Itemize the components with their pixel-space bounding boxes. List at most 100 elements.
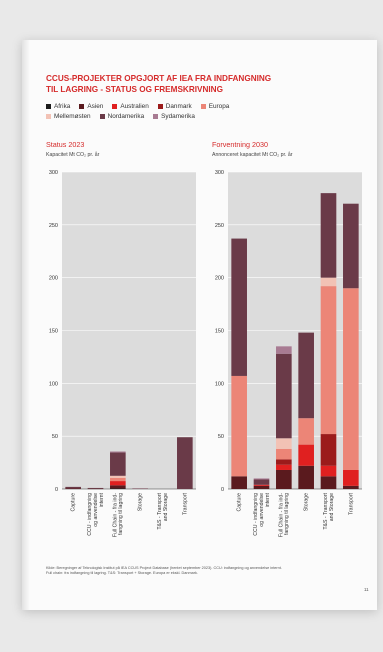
- footnote: Kilde: Beregninger af Teknologisk Instit…: [46, 566, 356, 576]
- bar-segment: [253, 478, 270, 480]
- legend-item: Sydamerika: [153, 113, 195, 120]
- bar-segment: [298, 332, 314, 419]
- bar-segment: [320, 286, 337, 435]
- y-tick-label: 300: [215, 170, 224, 176]
- bar-segment: [132, 488, 148, 489]
- panel-ylabel-status: Kapacitet Mt CO₂ pr. år: [46, 152, 100, 158]
- y-tick-label: 250: [49, 223, 58, 229]
- bar-segment: [177, 437, 193, 489]
- bar-segment: [276, 469, 292, 489]
- legend-label: Sydamerika: [161, 112, 195, 120]
- x-tick-label: CCU - indfangning: [253, 493, 259, 536]
- bar-segment: [343, 485, 359, 489]
- x-tick-label: Storage: [304, 493, 310, 511]
- y-tick-label: 250: [215, 223, 224, 229]
- x-tick-label: Full Chain - fra ind-: [112, 493, 118, 537]
- legend-item: Australien: [112, 102, 149, 110]
- x-tick-label: Full Chain - fra ind-: [278, 493, 284, 537]
- legend-swatch: [153, 113, 159, 119]
- bar-segment: [320, 465, 337, 477]
- panel-title-status: Status 2023: [46, 140, 85, 149]
- x-tick-label: CCU - indfangning: [87, 493, 93, 536]
- legend-label: Danmark: [165, 102, 192, 110]
- bar-segment: [320, 193, 337, 278]
- y-tick-label: 0: [221, 487, 224, 493]
- legend-item: Europa: [200, 102, 230, 110]
- bar-segment: [110, 477, 126, 482]
- legend-item: Mellemøsten: [46, 113, 91, 120]
- legend-swatch: [99, 113, 105, 119]
- bar-segment: [110, 481, 126, 486]
- bar-segment: [110, 488, 126, 489]
- bar-segment: [253, 479, 270, 485]
- panel-title-forecast: Forventning 2030: [212, 140, 268, 149]
- bar-segment: [110, 452, 126, 476]
- page-fold-shadow: [22, 40, 30, 610]
- footnote-line-1: Kilde: Beregninger af Teknologisk Instit…: [46, 566, 282, 570]
- bar-segment: [276, 448, 292, 460]
- panel-ylabel-forecast: Annonceret kapacitet Mt CO₂ pr. år: [212, 152, 293, 158]
- legend-row: Mellemøsten Nordamerika Sydamerika: [46, 111, 366, 121]
- bar-segment: [87, 487, 104, 489]
- bar-segment: [343, 203, 359, 289]
- bar-segment: [320, 277, 337, 287]
- legend-swatch: [200, 103, 206, 109]
- y-tick-label: 300: [49, 170, 58, 176]
- legend-swatch: [112, 103, 118, 109]
- x-tick-label: and Storage: [163, 493, 169, 521]
- legend-label: Australien: [120, 102, 149, 110]
- legend-label: Afrika: [54, 102, 71, 110]
- legend-label: Europa: [208, 102, 230, 110]
- chart-title: CCUS-PROJEKTER OPGJORT AF IEA FRA INDFAN…: [46, 73, 356, 95]
- bar-segment: [298, 465, 314, 489]
- legend-row: Afrika Asien Australien Danmark Europa: [46, 101, 366, 111]
- x-tick-label: og anvendelse: [259, 493, 265, 527]
- x-tick-label: og anvendelse: [93, 493, 99, 527]
- x-tick-label: Storage: [138, 493, 144, 511]
- bar-segment: [343, 469, 359, 486]
- legend-label: Mellemøsten: [54, 112, 91, 120]
- legend-item: Danmark: [157, 102, 192, 110]
- bar-segment: [298, 444, 314, 466]
- bar-segment: [320, 476, 337, 489]
- y-tick-label: 150: [215, 329, 224, 335]
- legend: Afrika Asien Australien Danmark Europa Melle…: [46, 101, 366, 121]
- legend-item: Afrika: [46, 103, 70, 110]
- bar-segment: [276, 353, 292, 439]
- bar-segment: [253, 484, 270, 486]
- legend-swatch: [79, 103, 85, 109]
- x-tick-label: Transport: [348, 492, 354, 515]
- legend-label: Asien: [87, 102, 104, 110]
- legend-swatch: [46, 113, 51, 119]
- y-tick-label: 100: [49, 381, 58, 387]
- page-number: 11: [364, 587, 369, 592]
- x-tick-label: internt: [99, 492, 105, 507]
- x-tick-label: fangning til lagring: [284, 493, 290, 535]
- bar-segment: [65, 488, 81, 489]
- y-tick-label: 200: [49, 276, 58, 282]
- bar-segment: [231, 476, 247, 489]
- bar-segment: [110, 475, 126, 478]
- bar-segment: [65, 486, 81, 489]
- x-tick-label: Capture: [71, 493, 77, 512]
- x-tick-label: T&S - Transport: [323, 492, 329, 529]
- y-tick-label: 150: [49, 329, 58, 335]
- bar-segment: [231, 238, 247, 376]
- x-tick-label: internt: [265, 492, 271, 507]
- bar-segment: [320, 434, 337, 466]
- y-tick-label: 50: [52, 434, 58, 440]
- x-tick-label: fangning til lagring: [118, 493, 124, 535]
- legend-swatch: [157, 103, 163, 109]
- bar-segment: [276, 438, 292, 449]
- bar-segment: [110, 451, 126, 453]
- bar-segment: [276, 459, 292, 465]
- bar-segment: [253, 485, 270, 489]
- y-tick-label: 0: [55, 487, 58, 493]
- legend-swatch: [46, 103, 51, 109]
- x-tick-label: T&S - Transport: [157, 492, 163, 529]
- bar-segment: [276, 464, 292, 470]
- y-tick-label: 100: [215, 381, 224, 387]
- footnote-line-2: Full chain: fra indfangning til lagring.…: [46, 571, 198, 575]
- x-tick-label: Transport: [182, 492, 188, 515]
